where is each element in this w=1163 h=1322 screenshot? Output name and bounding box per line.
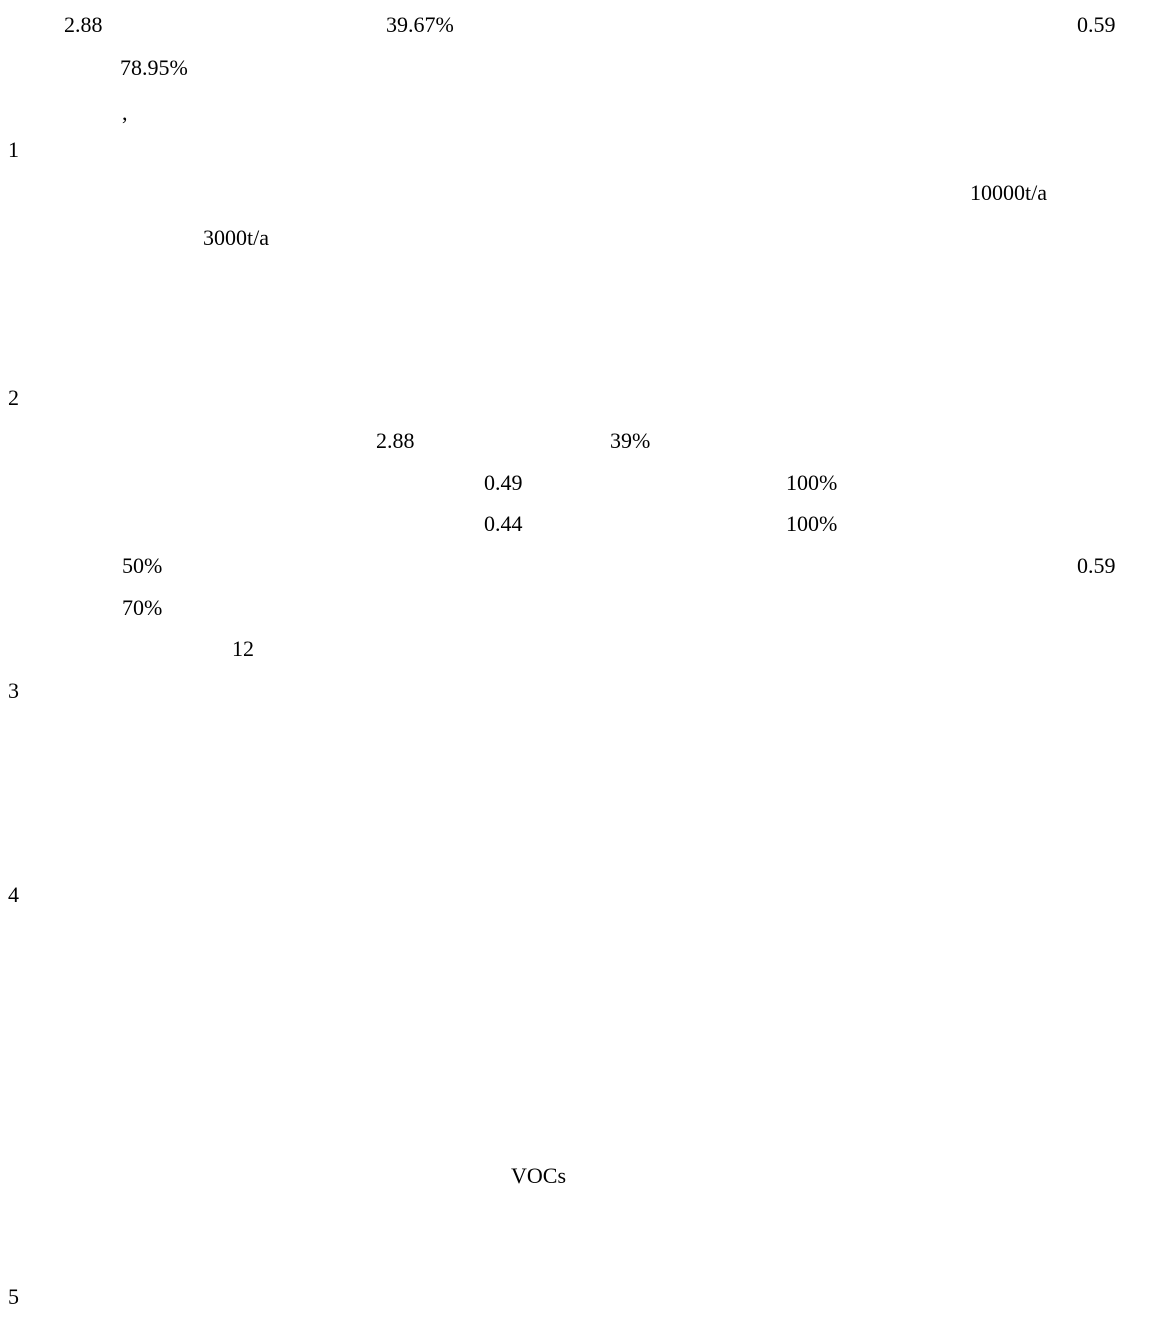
section-2-value-c: 0.44 [484, 511, 523, 536]
para-top-value-a: 2.88 [64, 12, 103, 37]
section-4-term: VOCs [511, 1163, 567, 1188]
section-1-capacity-b: 3000t/a [203, 225, 269, 250]
section-2-number: 2 [8, 385, 19, 410]
section-2-value-a: 2.88 [376, 428, 415, 453]
section-2-count: 12 [232, 636, 254, 661]
section-4-number: 4 [8, 882, 19, 907]
section-2-pct-e: 70% [122, 595, 163, 620]
section-2-value-d: 0.59 [1077, 553, 1116, 578]
section-1-capacity-a: 10000t/a [970, 180, 1047, 205]
section-2-pct-b: 100% [786, 470, 838, 495]
section-2-value-b: 0.49 [484, 470, 523, 495]
section-2-pct-c: 100% [786, 511, 838, 536]
para-top-value-b: 0.59 [1077, 12, 1116, 37]
section-3-number: 3 [8, 678, 19, 703]
para-top-comma: , [122, 100, 128, 125]
section-5-number: 5 [8, 1284, 19, 1309]
section-2-pct-a: 39% [610, 428, 651, 453]
section-1-number: 1 [8, 137, 19, 162]
para-top-pct-b: 78.95% [120, 55, 188, 80]
para-top-pct-a: 39.67% [386, 12, 454, 37]
section-2-pct-d: 50% [122, 553, 163, 578]
